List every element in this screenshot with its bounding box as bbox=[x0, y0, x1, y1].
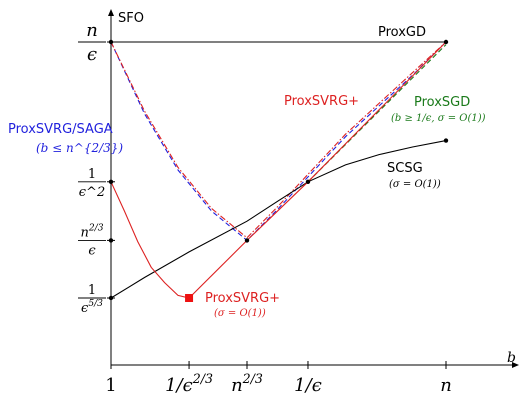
y-tick-denominator-1: ϵ bbox=[88, 243, 96, 258]
y-tick-denominator-0: ϵ5/3 bbox=[81, 299, 103, 316]
data-point-7 bbox=[443, 138, 449, 143]
y-tick-numerator-0: 1 bbox=[88, 283, 96, 298]
x-tick-label-4: n bbox=[440, 375, 452, 396]
x-tick-label-2: n2/3 bbox=[231, 371, 263, 396]
annotation-proxsgd: ProxSGD bbox=[414, 95, 470, 110]
series-scsg-4-line bbox=[110, 140, 447, 299]
annotation-proxsgd-cond: (b ≥ 1/ϵ, σ = O(1)) bbox=[391, 113, 486, 124]
y-tick-denominator-3: ϵ bbox=[87, 44, 97, 65]
annotation-proxsvrgplus-top: ProxSVRG+ bbox=[284, 94, 359, 109]
y-tick-numerator-2: 1 bbox=[88, 167, 96, 182]
y-tick-denominator-2: ϵ^2 bbox=[79, 185, 105, 200]
annotation-scsg: SCSG bbox=[387, 161, 423, 176]
annotation-proxsvrg-saga: ProxSVRG/SAGA bbox=[8, 122, 113, 137]
x-tick-label-0: 1 bbox=[105, 375, 116, 396]
x-tick-label-1: 1/ϵ2/3 bbox=[165, 371, 213, 396]
annotation-proxgd: ProxGD bbox=[378, 25, 426, 40]
x-axis-label: b bbox=[507, 350, 516, 366]
x-tick-label-3: 1/ϵ bbox=[294, 375, 322, 396]
data-point-6 bbox=[305, 179, 311, 184]
data-point-1 bbox=[443, 39, 449, 45]
data-point-5 bbox=[244, 238, 250, 243]
y-tick-numerator-3: n bbox=[86, 20, 98, 41]
annotation-proxsvrgplus-bottom-cond: (σ = O(1)) bbox=[214, 308, 266, 319]
minimum-point-marker bbox=[185, 294, 194, 302]
annotation-scsg-cond: (σ = O(1)) bbox=[389, 179, 441, 190]
series-layer bbox=[110, 41, 447, 299]
annotation-proxsvrg-saga-cond: (b ≤ n^{2/3}) bbox=[36, 141, 123, 155]
annotation-proxsvrgplus-bottom: ProxSVRG+ bbox=[205, 291, 280, 306]
series-proxsvrg-saga-1-line bbox=[110, 41, 447, 242]
series-proxsvrg-5-line bbox=[110, 41, 447, 299]
series-proxsvrg-2-line bbox=[110, 41, 447, 239]
y-tick-numerator-1: n2/3 bbox=[80, 224, 103, 241]
y-axis-label: SFO bbox=[118, 11, 144, 26]
